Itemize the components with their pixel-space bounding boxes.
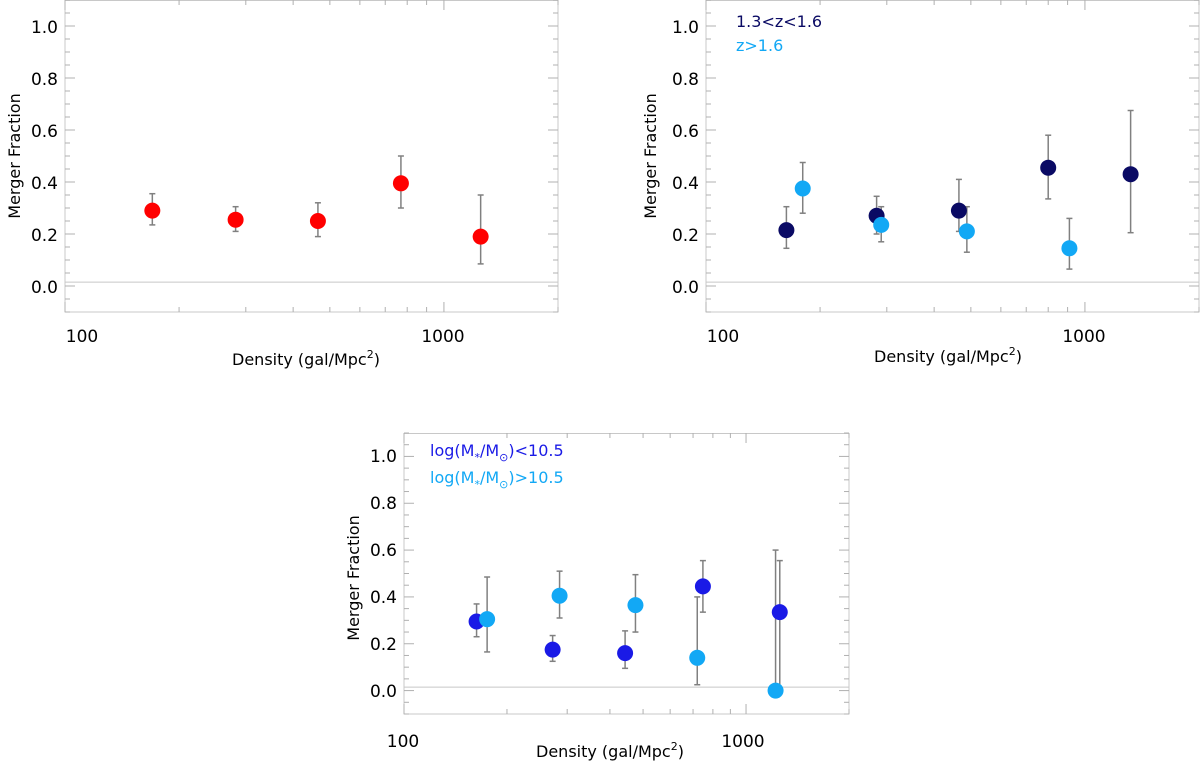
panel-all-galaxies: 100 1000 0.0 0.2 0.4 0.6 0.8 1.0 Density… xyxy=(5,0,559,369)
tick-label: 1000 xyxy=(421,327,464,347)
tick-label: 100 xyxy=(707,327,739,347)
data-point xyxy=(617,645,634,662)
tick-label: 0.6 xyxy=(672,122,699,142)
tick-label: 0.4 xyxy=(31,174,58,194)
data-point xyxy=(958,223,975,240)
data-point xyxy=(771,604,788,621)
y-axis-label: Merger Fraction xyxy=(5,93,24,218)
tick-label: 0.6 xyxy=(370,541,397,561)
tick-label: 0.8 xyxy=(672,70,699,90)
x-axis-label: Density (gal/Mpc2) xyxy=(874,345,1022,366)
tick-label: 0.2 xyxy=(672,226,699,246)
data-point xyxy=(689,649,706,666)
plot-area xyxy=(403,432,850,715)
tick-label: 1000 xyxy=(1062,327,1105,347)
data-point xyxy=(479,611,496,628)
data-point xyxy=(144,202,161,219)
data-point xyxy=(392,175,409,192)
tick-label: 100 xyxy=(387,732,419,752)
data-point xyxy=(1061,240,1078,257)
x-axis-label: Density (gal/Mpc2) xyxy=(536,740,684,761)
data-point xyxy=(551,587,568,604)
tick-label: 0.8 xyxy=(370,494,397,514)
data-point xyxy=(767,682,784,699)
y-axis-label: Merger Fraction xyxy=(641,93,660,218)
legend-entry-low-mass: log(M*/M⊙)<10.5 xyxy=(430,441,564,464)
legend-entry-high-mass: log(M*/M⊙)>10.5 xyxy=(430,468,564,491)
data-point xyxy=(544,641,561,658)
data-point xyxy=(472,228,489,245)
data-point xyxy=(694,578,711,595)
tick-label: 0.2 xyxy=(31,226,58,246)
data-point xyxy=(627,597,644,614)
plot-area xyxy=(705,0,1200,313)
tick-label: 0.0 xyxy=(370,682,397,702)
data-markers xyxy=(144,175,489,245)
tick-label: 0.0 xyxy=(31,278,58,298)
tick-label: 1.0 xyxy=(370,447,397,467)
tick-label: 0.2 xyxy=(370,635,397,655)
data-point xyxy=(778,222,795,239)
data-markers xyxy=(468,578,788,699)
y-axis-label: Merger Fraction xyxy=(344,515,363,640)
panel-mass-bins: 100 1000 0.0 0.2 0.4 0.6 0.8 1.0 Density… xyxy=(344,432,850,761)
tick-label: 1.0 xyxy=(672,18,699,38)
data-point xyxy=(794,180,811,197)
panel-redshift-bins: 100 1000 0.0 0.2 0.4 0.6 0.8 1.0 Density… xyxy=(641,0,1200,366)
data-point xyxy=(1122,166,1139,183)
tick-label: 1000 xyxy=(721,732,764,752)
data-point xyxy=(309,213,326,229)
legend-entry-low-z: 1.3<z<1.6 xyxy=(736,12,822,31)
data-point xyxy=(950,202,967,219)
plot-frame xyxy=(64,0,559,313)
tick-label: 0.8 xyxy=(31,70,58,90)
error-bars xyxy=(149,155,484,265)
data-markers xyxy=(778,159,1139,257)
error-bars xyxy=(783,109,1134,270)
tick-label: 1.0 xyxy=(31,18,58,38)
tick-label: 100 xyxy=(66,327,98,347)
data-point xyxy=(1040,159,1057,176)
x-axis-label: Density (gal/Mpc2) xyxy=(232,348,380,369)
tick-label: 0.4 xyxy=(672,174,699,194)
data-point xyxy=(873,216,890,233)
legend-entry-high-z: z>1.6 xyxy=(736,36,783,55)
tick-label: 0.6 xyxy=(31,122,58,142)
tick-label: 0.0 xyxy=(672,278,699,298)
error-bars xyxy=(473,549,783,692)
plot-area xyxy=(64,0,559,313)
tick-label: 0.4 xyxy=(370,588,397,608)
data-point xyxy=(227,211,244,228)
